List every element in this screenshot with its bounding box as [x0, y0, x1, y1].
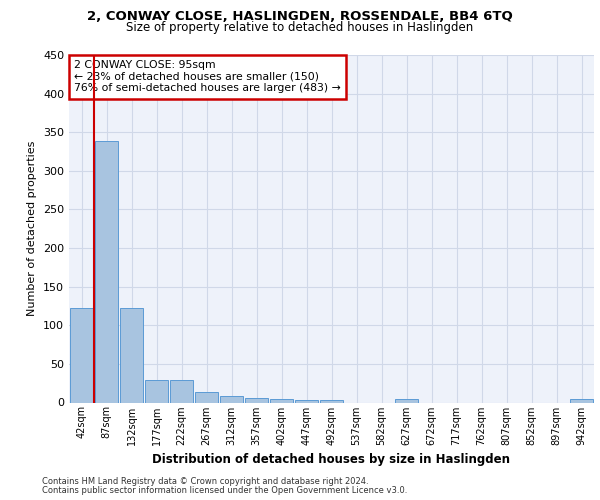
Bar [220, 396, 243, 402]
Y-axis label: Number of detached properties: Number of detached properties [28, 141, 37, 316]
Text: Contains HM Land Registry data © Crown copyright and database right 2024.: Contains HM Land Registry data © Crown c… [42, 477, 368, 486]
X-axis label: Distribution of detached houses by size in Haslingden: Distribution of detached houses by size … [152, 453, 511, 466]
Bar [120, 308, 143, 402]
Bar [395, 398, 418, 402]
Text: Contains public sector information licensed under the Open Government Licence v3: Contains public sector information licen… [42, 486, 407, 495]
Bar [270, 398, 293, 402]
Text: 2 CONWAY CLOSE: 95sqm
← 23% of detached houses are smaller (150)
76% of semi-det: 2 CONWAY CLOSE: 95sqm ← 23% of detached … [74, 60, 341, 94]
Bar [195, 392, 218, 402]
Text: Size of property relative to detached houses in Haslingden: Size of property relative to detached ho… [127, 21, 473, 34]
Bar [70, 308, 93, 402]
Bar [245, 398, 268, 402]
Bar [145, 380, 168, 402]
Bar [295, 400, 318, 402]
Text: 2, CONWAY CLOSE, HASLINGDEN, ROSSENDALE, BB4 6TQ: 2, CONWAY CLOSE, HASLINGDEN, ROSSENDALE,… [87, 10, 513, 23]
Bar [95, 142, 118, 402]
Bar [170, 380, 193, 402]
Bar [570, 400, 593, 402]
Bar [320, 400, 343, 402]
